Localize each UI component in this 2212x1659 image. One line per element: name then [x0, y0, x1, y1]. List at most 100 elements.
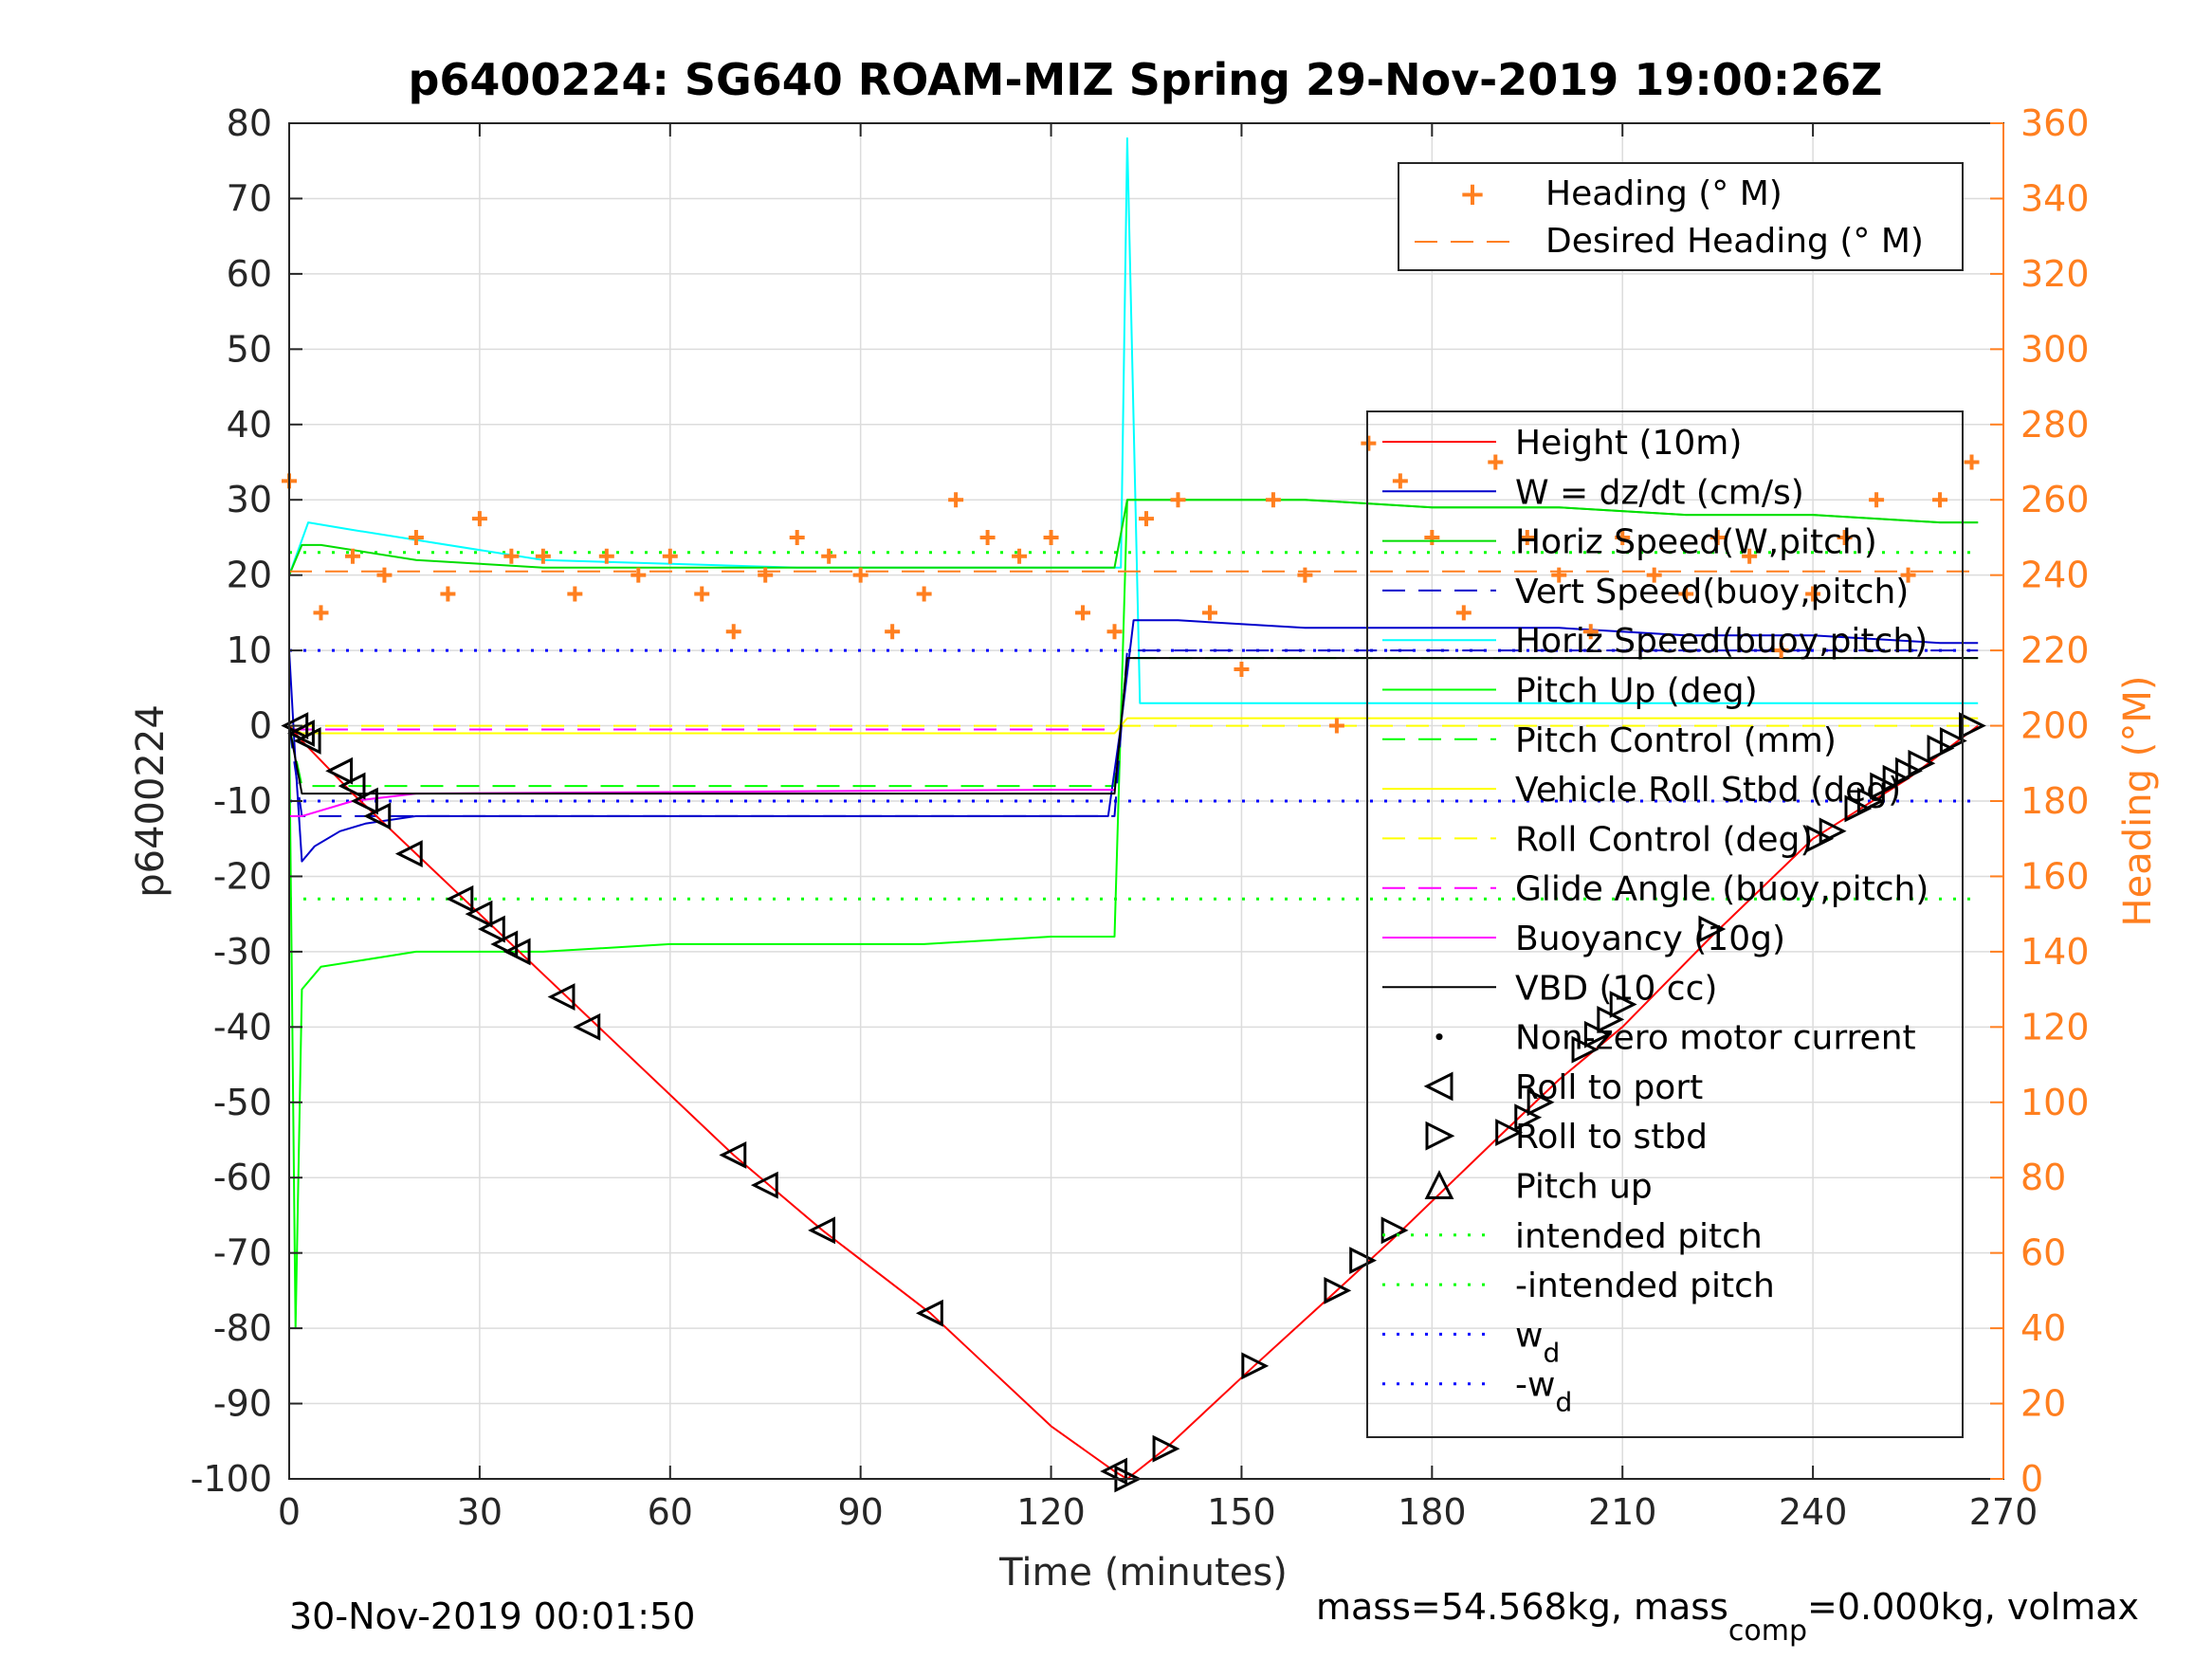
right-y-tick-label: 20 — [2020, 1383, 2066, 1425]
legend-entry-label-subscript: d — [1543, 1337, 1560, 1368]
roll-to-port-marker — [750, 1171, 778, 1199]
y-tick-label: -90 — [213, 1383, 272, 1425]
x-tick-label: 180 — [1398, 1491, 1467, 1533]
series-legend-box — [1366, 410, 1964, 1438]
y-tick-label: -50 — [213, 1082, 272, 1123]
heading-point — [1265, 492, 1281, 508]
y-tick-label: -100 — [191, 1458, 272, 1500]
right-y-tick-label: 220 — [2020, 629, 2090, 671]
footer-mass: mass=54.568kg, masscomp=0.000kg, volmax — [1316, 1586, 2139, 1648]
heading-point — [979, 529, 996, 545]
legend-entry-label: Buoyancy (10g) — [1515, 920, 1785, 958]
x-tick-label: 90 — [837, 1491, 883, 1533]
heading-point — [694, 586, 710, 602]
roll-to-port-marker — [808, 1216, 835, 1245]
right-y-tick-label: 0 — [2020, 1458, 2043, 1500]
y-tick-label: -60 — [213, 1157, 272, 1198]
heading-point — [1678, 586, 1694, 602]
heading-point — [598, 548, 614, 564]
heading-point — [1488, 454, 1504, 470]
y-tick-label: 70 — [227, 177, 272, 219]
x-tick-label: 210 — [1588, 1491, 1657, 1533]
heading-point — [344, 548, 360, 564]
heading-point — [1012, 548, 1028, 564]
right-y-tick-label: 160 — [2020, 855, 2090, 897]
legend-swatch-triangle — [1425, 1121, 1455, 1151]
heading-point — [1582, 624, 1599, 640]
y-tick-label: -10 — [213, 780, 272, 822]
right-y-axis-label: Heading (°M) — [2116, 676, 2160, 927]
roll-to-port-marker — [465, 900, 493, 928]
y-tick-label: 20 — [227, 555, 272, 596]
legend-entry-label: Horiz Speed(buoy,pitch) — [1515, 622, 1928, 661]
y-tick-label: 10 — [227, 629, 272, 671]
heading-point — [567, 586, 583, 602]
legend-entry-label: Roll to stbd — [1515, 1118, 1708, 1157]
footer-mass-part1: mass=54.568kg, mass — [1316, 1586, 1728, 1628]
series-line-height-10m — [288, 724, 1979, 1480]
heading-point — [1424, 529, 1440, 545]
roll-to-port-marker — [547, 983, 576, 1011]
heading-legend: + Heading (° M) Desired Heading (° M) — [1398, 162, 1964, 271]
heading-point — [440, 586, 456, 602]
y-tick-label: -80 — [213, 1307, 272, 1349]
y-tick-label: 30 — [227, 479, 272, 520]
heading-point — [1932, 492, 1948, 508]
x-tick-label: 270 — [1969, 1491, 2038, 1533]
heading-point — [1392, 473, 1408, 489]
heading-point — [503, 548, 520, 564]
roll-to-stbd-marker — [1495, 1119, 1524, 1146]
legend-entry-label: Horiz Speed(W,pitch) — [1515, 523, 1877, 562]
heading-point — [1328, 718, 1344, 734]
series-line-horiz-speed-w-pitch — [288, 499, 1979, 576]
heading-legend-marker: + — [1459, 175, 1487, 213]
heading-point — [725, 624, 741, 640]
legend-entry-label: -intended pitch — [1515, 1267, 1775, 1305]
legend-entry-label: -wd — [1515, 1366, 1572, 1418]
right-y-tick-label: 60 — [2020, 1232, 2066, 1274]
legend-entry-label: Pitch up — [1515, 1168, 1653, 1207]
heading-point — [1869, 492, 1885, 508]
heading-point — [1297, 567, 1313, 583]
roll-to-port-marker — [477, 915, 505, 943]
right-y-tick-label: 120 — [2020, 1006, 2090, 1048]
x-tick-label: 30 — [457, 1491, 503, 1533]
legend-entry-label-base: w — [1515, 1316, 1543, 1355]
roll-to-stbd-marker — [1609, 991, 1637, 1018]
x-tick-label: 240 — [1779, 1491, 1848, 1533]
heading-point — [1773, 643, 1789, 659]
legend-entry-label: Pitch Control (mm) — [1515, 721, 1837, 760]
marker-layer — [281, 435, 1986, 1493]
roll-to-port-marker — [325, 757, 354, 785]
series-line-vbd-10-cc — [288, 657, 1979, 795]
heading-point — [1742, 548, 1758, 564]
heading-legend-label: Heading (° M) — [1545, 174, 1782, 213]
x-tick-label: 0 — [278, 1491, 301, 1533]
series-legend: Height (10m) W = dz/dt (cm/s) Horiz Speed(… — [1366, 410, 1964, 1438]
right-y-tick-label: 340 — [2020, 177, 2090, 219]
heading-point — [1964, 454, 1980, 470]
y-axis-label: p6400224 — [129, 704, 173, 898]
heading-point — [789, 529, 805, 545]
roll-to-port-marker — [338, 772, 366, 800]
heading-point — [1106, 624, 1123, 640]
desired-heading-legend-label: Desired Heading (° M) — [1545, 222, 1924, 261]
legend-entry-label: intended pitch — [1515, 1217, 1763, 1256]
gridlines — [288, 122, 2004, 1480]
series-line-vehicle-roll-stbd-deg — [288, 717, 1979, 735]
roll-to-port-marker — [490, 930, 519, 958]
roll-to-stbd-marker — [1152, 1434, 1180, 1463]
right-y-tick-label: 80 — [2020, 1157, 2066, 1198]
heading-point — [852, 567, 868, 583]
heading-point — [376, 567, 393, 583]
heading-point — [1455, 605, 1472, 621]
roll-to-port-marker — [573, 1012, 601, 1041]
legend-entry-label: Vert Speed(buoy,pitch) — [1515, 573, 1909, 611]
right-y-tick-label: 360 — [2020, 102, 2090, 144]
heading-point — [1900, 567, 1916, 583]
axes: 0 30 60 90 120 150 180 210 240 270 80 70 60 50 40 30 20… — [191, 102, 2090, 1533]
roll-to-port-marker — [719, 1140, 747, 1169]
heading-point — [1361, 435, 1377, 451]
right-y-tick-label: 280 — [2020, 404, 2090, 446]
